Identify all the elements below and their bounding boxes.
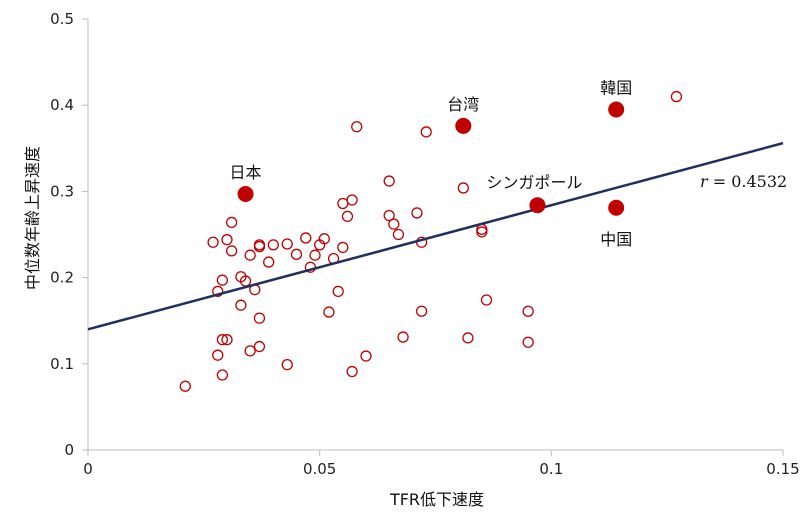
highlighted-point	[455, 117, 472, 134]
y-axis-title: 中位数年齢上昇速度	[23, 146, 42, 290]
data-points	[179, 90, 683, 392]
data-point	[179, 380, 191, 392]
y-tick-label: 0.2	[50, 269, 74, 287]
y-tick-label: 0	[64, 441, 74, 459]
data-point	[332, 285, 344, 298]
data-point	[415, 305, 428, 317]
correlation-label: r = 0.4532	[700, 172, 787, 191]
y-tick-label: 0.3	[50, 182, 74, 200]
data-point	[309, 249, 321, 261]
point-label: 韓国	[600, 79, 632, 98]
data-point	[207, 236, 219, 248]
data-point	[337, 241, 349, 254]
x-tick-label: 0.05	[303, 460, 336, 478]
data-point	[253, 312, 266, 324]
x-tick-label: 0	[83, 460, 93, 478]
trendline	[87, 141, 784, 331]
data-point	[522, 336, 534, 348]
data-point	[318, 233, 330, 245]
data-point	[216, 369, 229, 381]
data-point	[337, 197, 349, 210]
data-point	[392, 228, 405, 241]
data-point	[360, 350, 372, 362]
data-point	[341, 210, 354, 223]
highlighted-point	[529, 197, 546, 214]
data-point	[346, 194, 358, 206]
data-point	[300, 232, 312, 244]
data-point	[281, 238, 293, 250]
data-point	[462, 332, 474, 344]
x-tick-labels: 0 0.05 0.1 0.15	[83, 450, 800, 478]
correlation-value: = 0.4532	[708, 172, 788, 191]
y-tick-label: 0.4	[50, 96, 74, 114]
x-tick-label: 0.1	[539, 460, 563, 478]
data-point	[263, 256, 275, 268]
data-point	[244, 249, 256, 261]
data-point	[221, 234, 233, 246]
correlation-symbol: r	[700, 172, 709, 191]
data-point	[216, 334, 229, 346]
y-tick-label: 0.1	[50, 355, 74, 373]
data-point	[290, 248, 303, 260]
data-point	[244, 345, 256, 357]
data-point	[383, 209, 395, 222]
data-point	[411, 207, 423, 219]
data-point	[346, 365, 358, 378]
data-point	[480, 294, 493, 306]
point-label: シンガポール	[486, 173, 582, 192]
data-point	[351, 121, 363, 133]
point-label: 日本	[230, 163, 262, 182]
data-point	[253, 240, 266, 253]
data-point	[212, 285, 224, 298]
data-point	[281, 359, 293, 371]
data-point	[235, 299, 247, 311]
data-point	[670, 90, 683, 103]
y-tick-label: 0.5	[50, 10, 74, 28]
axes	[87, 19, 783, 451]
data-point	[457, 182, 469, 194]
highlighted-point	[608, 101, 625, 118]
x-tick-label: 0.15	[766, 460, 799, 478]
x-axis-title: TFR低下速度	[389, 490, 484, 509]
data-point	[221, 334, 233, 346]
data-point	[397, 331, 409, 343]
data-point	[420, 126, 432, 138]
data-point	[383, 175, 395, 187]
data-point	[476, 226, 488, 238]
y-tick-labels: 0 0.1 0.2 0.3 0.4 0.5	[50, 10, 88, 459]
data-point	[225, 216, 238, 229]
data-point	[388, 218, 400, 230]
data-point	[225, 245, 238, 257]
data-point	[323, 306, 335, 318]
data-point	[212, 349, 224, 361]
data-point	[253, 340, 266, 353]
point-label: 台湾	[447, 95, 479, 114]
data-point	[522, 305, 534, 317]
highlighted-point	[237, 185, 254, 202]
data-point	[267, 239, 279, 251]
data-point	[216, 274, 229, 286]
point-label: 中国	[600, 230, 632, 249]
highlighted-point	[608, 199, 625, 216]
